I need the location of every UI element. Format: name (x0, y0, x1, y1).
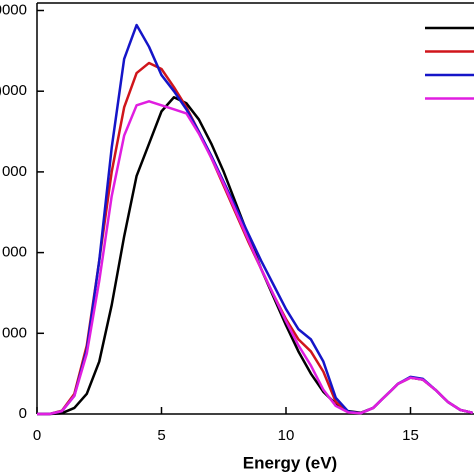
x-tick-label: 5 (157, 427, 165, 444)
x-tick-label: 0 (33, 427, 41, 444)
x-tick-label: 10 (278, 427, 295, 444)
y-tick-label: )000 (0, 82, 27, 99)
x-axis-label: Energy (eV) (243, 453, 337, 472)
y-tick-label: 0 (19, 405, 27, 422)
series-line (37, 100, 474, 416)
series-line (37, 23, 474, 416)
y-tick-label: 000 (2, 244, 27, 261)
x-tick-label: 15 (402, 427, 419, 444)
y-tick-label: 000 (2, 324, 27, 341)
y-tick-label: 000 (2, 163, 27, 180)
